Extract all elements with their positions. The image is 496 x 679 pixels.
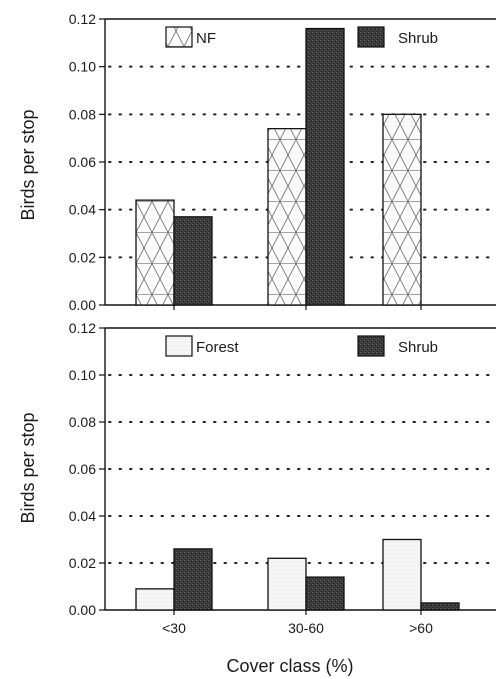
bar-shrub-1 bbox=[305, 27, 345, 306]
x-tick-label: >60 bbox=[409, 620, 433, 636]
bar-shrub-1 bbox=[305, 576, 345, 611]
x-axis-title: Cover class (%) bbox=[226, 656, 353, 676]
legend-label-forest: Forest bbox=[196, 339, 239, 356]
y-tick-label: 0.08 bbox=[69, 414, 96, 430]
y-tick-label: 0.00 bbox=[69, 297, 96, 313]
bar-forest-0 bbox=[135, 588, 175, 611]
legend-swatch-forest bbox=[165, 335, 193, 357]
bar-shrub-0 bbox=[173, 216, 213, 306]
y-tick-label: 0.12 bbox=[69, 320, 96, 336]
legend-swatch-shrub bbox=[357, 335, 385, 357]
bar-shrub-0 bbox=[173, 548, 213, 611]
top-panel: 0.00 0.02 0.04 0.06 0.08 0.10 0.12 NF Shrub bbox=[69, 11, 496, 313]
y-tick-label: 0.04 bbox=[69, 202, 96, 218]
x-tick-label: 30-60 bbox=[288, 620, 324, 636]
y-tick-label: 0.00 bbox=[69, 602, 96, 618]
y-tick-label: 0.06 bbox=[69, 154, 96, 170]
y-tick-label: 0.06 bbox=[69, 461, 96, 477]
y-tick-label: 0.10 bbox=[69, 59, 96, 75]
y-tick-label: 0.08 bbox=[69, 106, 96, 122]
x-tick-label: <30 bbox=[162, 620, 186, 636]
y-tick-label: 0.12 bbox=[69, 11, 96, 27]
y-axis-title-top: Birds per stop bbox=[18, 109, 38, 220]
bar-shrub-2 bbox=[420, 602, 460, 611]
legend-swatch-shrub bbox=[357, 26, 385, 48]
y-tick-label: 0.02 bbox=[69, 555, 96, 571]
legend-label-shrub: Shrub bbox=[398, 30, 438, 47]
bar-forest-2 bbox=[382, 538, 422, 611]
bar-nf-0 bbox=[135, 199, 175, 306]
y-tick-label: 0.10 bbox=[69, 367, 96, 383]
bar-nf-2 bbox=[382, 113, 422, 306]
bar-forest-1 bbox=[267, 557, 307, 611]
y-tick-label: 0.04 bbox=[69, 508, 96, 524]
y-tick-label: 0.02 bbox=[69, 249, 96, 265]
legend-swatch-nf bbox=[165, 26, 193, 48]
bar-nf-1 bbox=[267, 127, 307, 306]
y-axis-title-bottom: Birds per stop bbox=[18, 412, 38, 523]
legend-label-nf: NF bbox=[196, 30, 216, 47]
bottom-panel: 0.00 0.02 0.04 0.06 0.08 0.10 0.12 <30 30-60 >60 F… bbox=[69, 320, 496, 636]
legend-label-shrub: Shrub bbox=[398, 339, 438, 356]
